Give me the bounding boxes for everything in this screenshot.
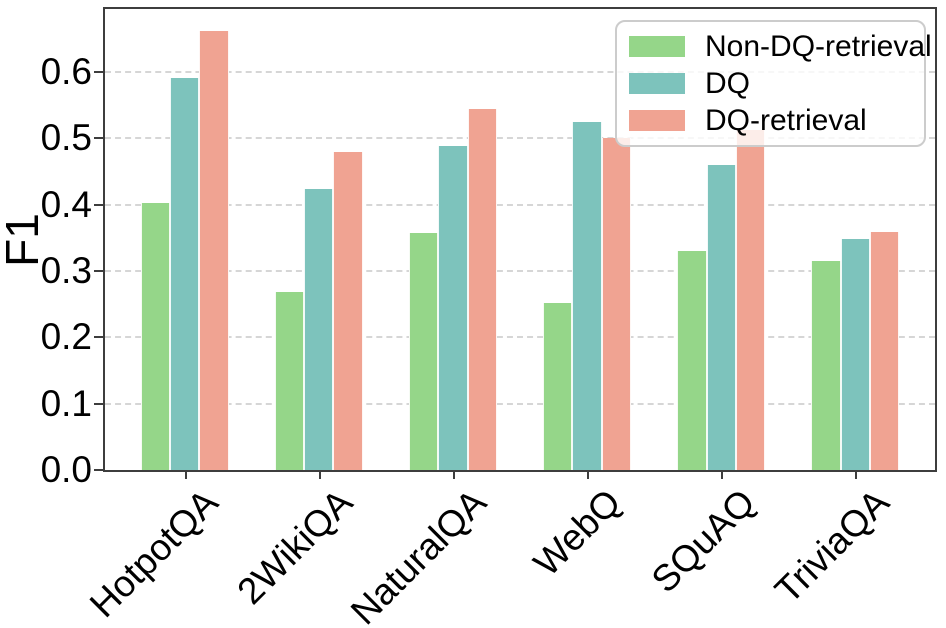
y-axis-tick	[94, 336, 103, 339]
bar-dq-retrieval-naturalqa	[467, 108, 497, 470]
bar-dq-triviaqa	[840, 239, 870, 470]
bar-dq-retrieval-webq	[601, 137, 632, 470]
legend-label: DQ	[705, 66, 750, 100]
gridline	[105, 402, 935, 405]
y-tick-label: 0.1	[40, 382, 92, 424]
x-tick-label: TriviaQA	[766, 481, 897, 612]
bar-dq-retrieval-hotpotqa	[199, 30, 229, 470]
gridline	[105, 137, 935, 140]
bar-non-dq-retrieval-naturalqa	[408, 232, 439, 470]
y-tick-label: 0.0	[40, 449, 92, 490]
y-axis-tick	[94, 270, 103, 272]
bar-dq-2wikiqa	[304, 188, 334, 470]
legend-item-dq: DQ	[629, 66, 912, 100]
x-tick-label: SQuAQ	[643, 481, 763, 601]
gridline	[105, 203, 935, 206]
x-axis-tick	[318, 472, 321, 479]
legend-swatch-green	[629, 36, 685, 57]
bar-non-dq-retrieval-squaq	[677, 251, 707, 470]
bar-dq-retrieval-2wikiqa	[333, 151, 363, 470]
y-tick-label: 0.6	[40, 51, 92, 92]
bar-non-dq-retrieval-webq	[543, 302, 573, 470]
y-axis-tick	[94, 203, 103, 206]
bar-dq-hotpotqa	[170, 77, 200, 470]
bar-non-dq-retrieval-hotpotqa	[140, 202, 171, 470]
legend-swatch-salmon	[629, 110, 685, 131]
bar-dq-squaq	[706, 164, 736, 470]
y-axis-tick	[94, 402, 103, 405]
x-axis-tick	[587, 472, 590, 479]
x-tick-label: NaturalQA	[343, 481, 495, 628]
y-tick-label: 0.3	[40, 250, 92, 291]
gridline	[105, 336, 935, 339]
legend-item-dq-retrieval: DQ-retrieval	[629, 103, 912, 137]
legend-item-non-dq-retrieval: Non-DQ-retrieval	[629, 30, 932, 63]
gridline	[105, 71, 935, 73]
legend: Non-DQ-retrieval DQ DQ-retrieval	[615, 20, 932, 147]
y-axis-tick	[94, 71, 103, 73]
bar-dq-retrieval-triviaqa	[869, 231, 900, 470]
legend-label: Non-DQ-retrieval	[705, 29, 932, 63]
y-tick-label: 0.5	[40, 117, 92, 159]
x-axis-tick	[452, 472, 455, 479]
legend-label: DQ-retrieval	[705, 103, 867, 137]
bar-non-dq-retrieval-triviaqa	[811, 261, 841, 470]
x-tick-label: 2WikiQA	[229, 481, 361, 613]
bar-dq-retrieval-squaq	[735, 130, 766, 470]
x-tick-label: WebQ	[525, 481, 629, 584]
bar-dq-naturalqa	[438, 145, 468, 470]
y-tick-label: 0.2	[40, 316, 92, 358]
bar-non-dq-retrieval-2wikiqa	[274, 292, 305, 470]
y-tick-label: 0.4	[40, 183, 92, 225]
y-axis-tick	[94, 137, 103, 140]
x-tick-label: HotpotQA	[82, 481, 226, 626]
y-axis-tick	[94, 469, 103, 471]
legend-swatch-teal	[629, 73, 685, 94]
x-axis-tick	[184, 472, 187, 479]
gridline	[105, 270, 935, 272]
bar-dq-webq	[572, 121, 602, 470]
x-axis-tick	[855, 472, 858, 479]
x-axis-tick	[721, 472, 724, 479]
